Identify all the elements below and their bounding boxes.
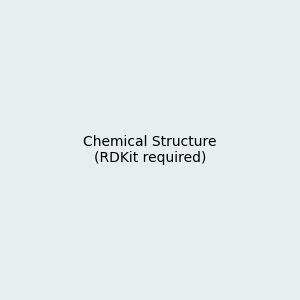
Text: Chemical Structure
(RDKit required): Chemical Structure (RDKit required) — [83, 135, 217, 165]
